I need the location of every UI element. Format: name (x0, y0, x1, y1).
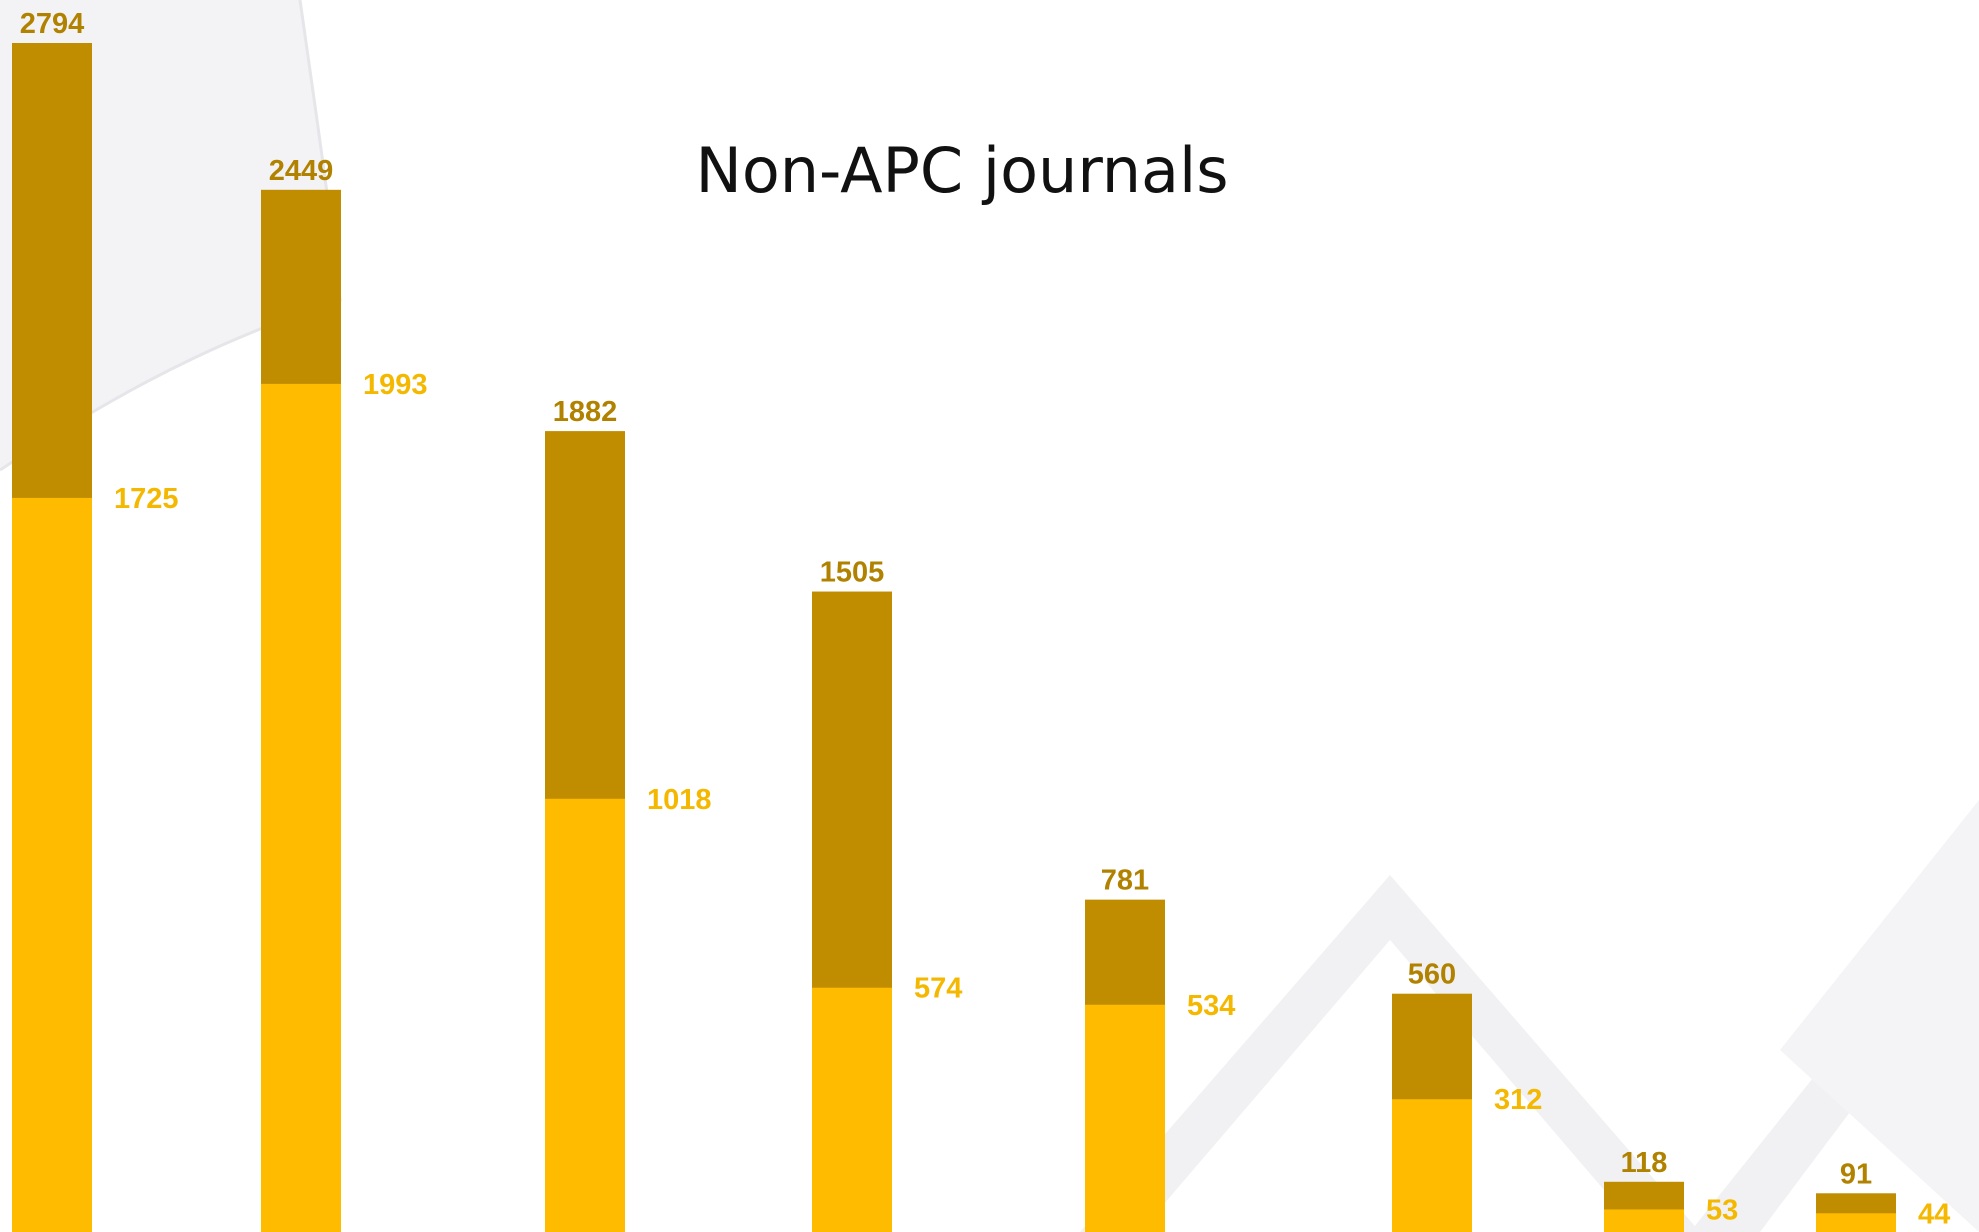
labels-layer: 2794 1725 2449 1993 1882 1018 1505 574 781 534 560… (20, 8, 1951, 1230)
segment-label-2: 1993 (363, 369, 428, 401)
bar-segment-4 (812, 987, 892, 1232)
segment-label-4: 574 (914, 973, 962, 1005)
segment-label-3: 1018 (647, 784, 712, 816)
bar-segment-2 (261, 383, 341, 1232)
segment-label-6: 312 (1494, 1084, 1542, 1116)
total-label-7: 118 (1621, 1147, 1668, 1179)
bar-segment-5 (1085, 1004, 1165, 1232)
segment-label-7: 53 (1706, 1194, 1738, 1226)
total-label-2: 2449 (269, 155, 334, 187)
segment-label-8: 44 (1918, 1198, 1950, 1230)
bars-layer (12, 43, 1896, 1232)
segment-label-1: 1725 (114, 483, 179, 515)
bar-segment-1 (12, 497, 92, 1232)
chart-title: Non-APC journals (695, 134, 1228, 207)
total-label-5: 781 (1101, 865, 1149, 897)
total-label-8: 91 (1840, 1158, 1872, 1190)
decor-wedge-right (1780, 800, 1979, 1232)
total-label-6: 560 (1408, 959, 1456, 991)
bar-segment-6 (1392, 1099, 1472, 1232)
decor-chevron-bottom-right (1080, 875, 1700, 1232)
segment-label-5: 534 (1187, 990, 1235, 1022)
bar-segment-3 (545, 798, 625, 1232)
total-label-4: 1505 (820, 557, 885, 589)
total-label-1: 2794 (20, 8, 85, 40)
bar-segment-7 (1604, 1209, 1684, 1232)
total-label-3: 1882 (553, 396, 618, 428)
bar-segment-8 (1816, 1213, 1896, 1232)
